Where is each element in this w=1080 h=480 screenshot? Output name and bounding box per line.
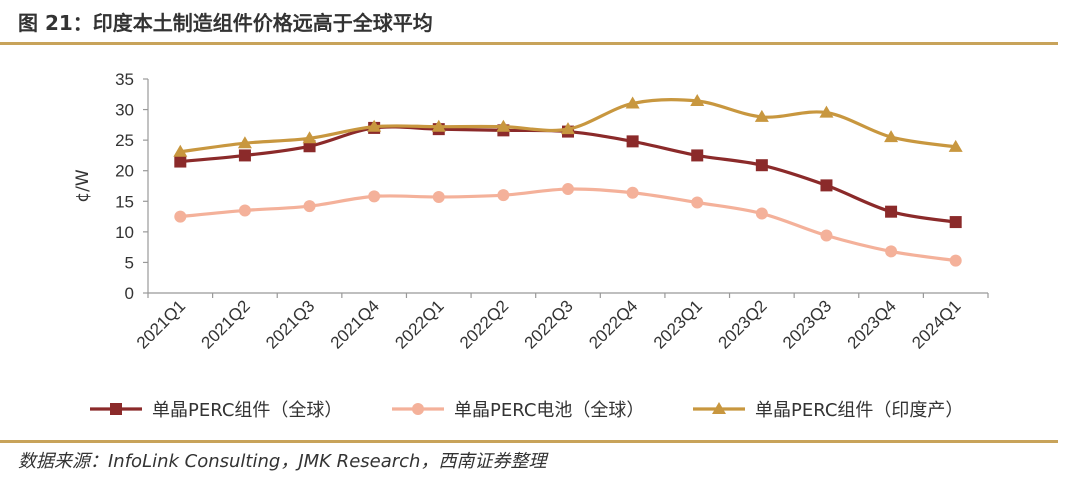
data-point bbox=[302, 131, 317, 144]
data-point bbox=[173, 144, 188, 157]
data-point bbox=[819, 105, 834, 118]
data-point bbox=[432, 191, 445, 204]
legend-item: 单晶PERC组件（全球） bbox=[90, 400, 342, 421]
data-point bbox=[691, 196, 704, 209]
data-point bbox=[948, 139, 963, 152]
data-point bbox=[626, 186, 639, 199]
data-point bbox=[690, 94, 705, 107]
series-1 bbox=[174, 121, 962, 229]
legend-label: 单晶PERC组件（全球） bbox=[152, 400, 342, 421]
series-2 bbox=[174, 183, 962, 267]
data-point bbox=[885, 245, 898, 258]
x-tick-label: 2024Q1 bbox=[908, 296, 964, 352]
legend: 单晶PERC组件（全球） 单晶PERC电池（全球） 单晶PERC组件（印度产） bbox=[90, 400, 963, 421]
data-point bbox=[949, 216, 962, 229]
legend-swatch-marker bbox=[110, 403, 122, 415]
x-tick-label: 2022Q3 bbox=[521, 296, 577, 352]
data-point bbox=[691, 149, 704, 162]
x-tick-label: 2021Q3 bbox=[262, 296, 318, 352]
x-tick-label: 2022Q4 bbox=[585, 296, 641, 352]
y-tick-label: 5 bbox=[125, 253, 134, 272]
legend-swatch-marker bbox=[412, 403, 424, 415]
data-point bbox=[754, 109, 769, 122]
y-tick-label: 0 bbox=[125, 284, 134, 303]
data-point bbox=[884, 130, 899, 143]
data-point bbox=[820, 179, 833, 192]
legend-swatch-marker bbox=[712, 402, 726, 414]
data-point bbox=[367, 119, 382, 132]
data-point bbox=[755, 159, 768, 172]
x-tick-label: 2021Q1 bbox=[133, 296, 189, 352]
y-tick-label: 15 bbox=[115, 192, 134, 211]
x-tick-label: 2022Q2 bbox=[456, 296, 512, 352]
data-point bbox=[820, 229, 833, 242]
data-point bbox=[885, 205, 898, 218]
x-tick-label: 2023Q3 bbox=[779, 296, 835, 352]
y-tick-label: 10 bbox=[115, 223, 134, 242]
legend-item: 单晶PERC组件（印度产） bbox=[693, 400, 963, 421]
data-point bbox=[497, 189, 510, 202]
series-layer bbox=[173, 94, 963, 267]
data-point bbox=[303, 200, 316, 213]
data-point bbox=[431, 119, 446, 132]
y-axis-ticks: 0 5 10 15 20 25 30 35 bbox=[115, 70, 148, 303]
data-point bbox=[368, 190, 381, 203]
legend-label: 单晶PERC组件（印度产） bbox=[755, 400, 963, 421]
data-point bbox=[755, 207, 768, 220]
data-point bbox=[949, 254, 962, 267]
y-tick-label: 20 bbox=[115, 162, 134, 181]
series-line bbox=[180, 187, 956, 263]
legend-label: 单晶PERC电池（全球） bbox=[454, 400, 644, 421]
data-point bbox=[496, 119, 511, 132]
y-tick-label: 30 bbox=[115, 101, 134, 120]
series-3 bbox=[173, 94, 963, 157]
data-point bbox=[562, 183, 574, 196]
data-point bbox=[561, 122, 575, 135]
data-point bbox=[625, 96, 640, 109]
bottom-divider bbox=[0, 440, 1058, 443]
data-point bbox=[237, 136, 252, 149]
data-point bbox=[238, 204, 251, 217]
x-tick-label: 2022Q1 bbox=[391, 296, 447, 352]
legend-item: 单晶PERC电池（全球） bbox=[392, 400, 644, 421]
data-point bbox=[174, 155, 187, 168]
y-tick-label: 25 bbox=[115, 131, 134, 150]
x-tick-label: 2023Q2 bbox=[714, 296, 770, 352]
data-point bbox=[238, 149, 251, 162]
x-tick-label: 2021Q2 bbox=[198, 296, 254, 352]
x-tick-label: 2023Q1 bbox=[650, 296, 706, 352]
axes bbox=[147, 79, 988, 294]
x-axis-ticks: 2021Q1 2021Q2 2021Q3 2021Q4 2022Q1 2022Q2 2022… bbox=[133, 293, 989, 353]
chart-title: 图 21：印度本土制造组件价格远高于全球平均 bbox=[18, 11, 433, 35]
x-tick-label: 2021Q4 bbox=[327, 296, 383, 352]
data-point bbox=[174, 210, 187, 223]
source-note: 数据来源：InfoLink Consulting，JMK Research，西南… bbox=[18, 451, 547, 472]
y-axis-label: ¢/W bbox=[73, 169, 93, 203]
top-divider bbox=[0, 42, 1058, 45]
x-tick-label: 2023Q4 bbox=[844, 296, 900, 352]
data-point bbox=[626, 135, 639, 148]
y-tick-label: 35 bbox=[115, 70, 134, 89]
